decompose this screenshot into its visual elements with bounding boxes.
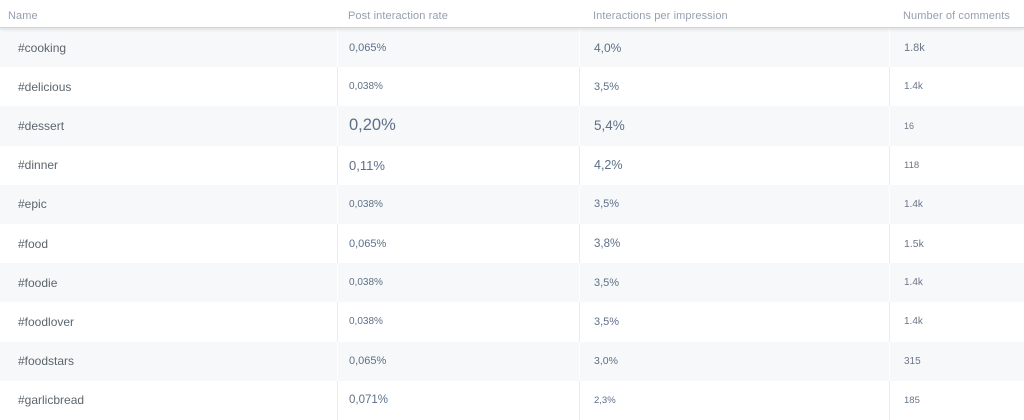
cell-interactions-per-impression: 3,5% — [579, 302, 889, 342]
cell-interactions-per-impression: 3,5% — [579, 184, 889, 224]
table-row: #garlicbread 0,071% 2,3% 185 — [0, 380, 1024, 420]
cell-interactions-per-impression: 2,3% — [579, 380, 889, 420]
cell-number-of-comments: 1.8k — [889, 28, 1024, 68]
cell-interactions-per-impression: 3,5% — [579, 67, 889, 107]
cell-post-interaction-rate: 0,071% — [337, 380, 579, 420]
cell-post-interaction-rate: 0,065% — [337, 223, 579, 264]
cell-number-of-comments: 1.4k — [889, 302, 1024, 342]
cell-interactions-per-impression: 3,8% — [579, 223, 889, 264]
cell-hashtag-name: #epic — [18, 197, 47, 212]
column-header-number-of-comments[interactable]: Number of comments — [903, 9, 1010, 22]
cell-hashtag-name: #cooking — [18, 40, 67, 55]
cell-hashtag-name: #food — [18, 236, 49, 251]
cell-interactions-per-impression: 3,5% — [579, 263, 889, 303]
cell-interactions-per-impression: 4,2% — [579, 145, 889, 185]
table-row: #foodie 0,038% 3,5% 1.4k — [0, 263, 1024, 303]
cell-number-of-comments: 1.5k — [889, 223, 1024, 264]
cell-hashtag-name: #dinner — [18, 158, 59, 173]
cell-interactions-per-impression: 5,4% — [579, 106, 889, 146]
cell-interactions-per-impression: 4,0% — [579, 28, 889, 68]
column-header-interactions-per-impression[interactable]: Interactions per impression — [593, 9, 728, 22]
cell-post-interaction-rate: 0,11% — [337, 145, 579, 185]
table-header-row: Name Post interaction rate Interactions … — [0, 0, 1024, 28]
table-row: #cooking 0,065% 4,0% 1.8k — [0, 28, 1024, 68]
cell-number-of-comments: 1.4k — [889, 184, 1024, 224]
cell-post-interaction-rate: 0,20% — [337, 106, 579, 146]
table-row: #foodlover 0,038% 3,5% 1.4k — [0, 302, 1024, 342]
table-row: #dinner 0,11% 4,2% 118 — [0, 145, 1024, 185]
cell-hashtag-name: #garlicbread — [18, 393, 85, 408]
cell-hashtag-name: #delicious — [18, 79, 72, 94]
column-header-post-interaction-rate[interactable]: Post interaction rate — [348, 9, 448, 22]
cell-number-of-comments: 185 — [889, 380, 1024, 420]
cell-number-of-comments: 315 — [889, 341, 1024, 381]
cell-hashtag-name: #foodie — [18, 275, 58, 290]
cell-post-interaction-rate: 0,065% — [337, 28, 579, 68]
cell-hashtag-name: #dessert — [18, 118, 65, 133]
table-row: #delicious 0,038% 3,5% 1.4k — [0, 67, 1024, 107]
cell-post-interaction-rate: 0,038% — [337, 302, 579, 342]
table-row: #epic 0,038% 3,5% 1.4k — [0, 184, 1024, 224]
cell-hashtag-name: #foodlover — [18, 314, 75, 329]
cell-number-of-comments: 1.4k — [889, 67, 1024, 107]
table-row: #dessert 0,20% 5,4% 16 — [0, 106, 1024, 146]
cell-hashtag-name: #foodstars — [18, 354, 75, 369]
cell-number-of-comments: 1.4k — [889, 263, 1024, 303]
cell-number-of-comments: 16 — [889, 106, 1024, 146]
cell-post-interaction-rate: 0,065% — [337, 341, 579, 381]
column-header-name[interactable]: Name — [8, 9, 38, 22]
cell-post-interaction-rate: 0,038% — [337, 263, 579, 303]
table-body: #cooking 0,065% 4,0% 1.8k #delicious 0,038% 3,… — [0, 28, 1024, 420]
cell-post-interaction-rate: 0,038% — [337, 67, 579, 107]
table-row: #food 0,065% 3,8% 1.5k — [0, 223, 1024, 264]
cell-post-interaction-rate: 0,038% — [337, 184, 579, 224]
cell-interactions-per-impression: 3,0% — [579, 341, 889, 381]
table-row: #foodstars 0,065% 3,0% 315 — [0, 341, 1024, 381]
cell-number-of-comments: 118 — [889, 145, 1024, 185]
